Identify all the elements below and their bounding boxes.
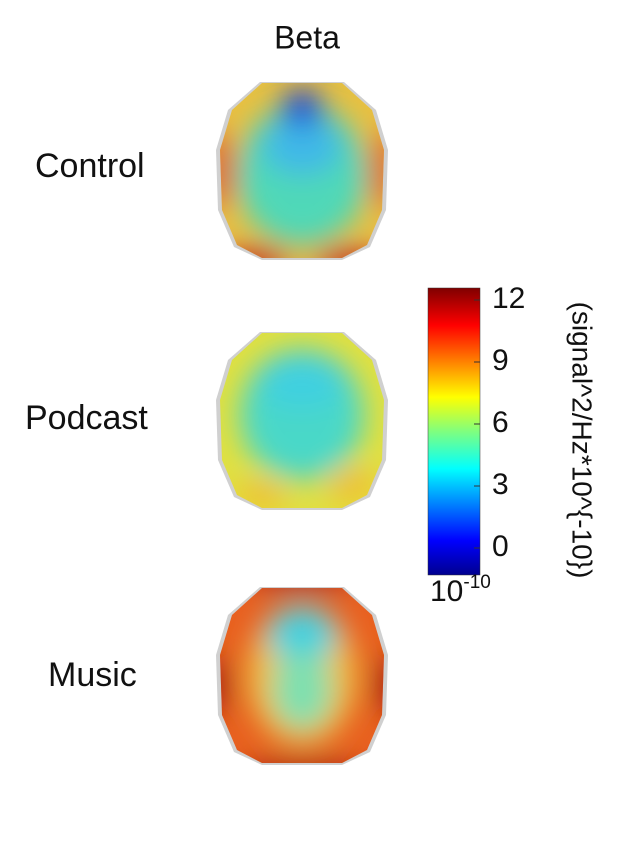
colorbar-tick-label: 0 <box>492 530 509 563</box>
colorbar-tick-label: 3 <box>492 468 509 501</box>
colorbar-multiplier: 10-10 <box>430 572 491 608</box>
topomap-music <box>216 587 388 765</box>
colorbar-tick-label: 6 <box>492 406 509 439</box>
topomap-podcast <box>216 332 388 510</box>
topomap-control <box>216 82 388 260</box>
multiplier-base: 10 <box>430 575 463 608</box>
condition-label: Podcast <box>25 399 148 437</box>
title: Beta <box>274 19 340 55</box>
colorbar-tick-label: 12 <box>492 282 525 315</box>
multiplier-exponent: -10 <box>463 572 490 593</box>
colorbar <box>427 287 481 576</box>
condition-label: Control <box>35 147 145 185</box>
colorbar-ticks: 0 3 6 9 12 <box>474 282 525 563</box>
colorbar-label: (signal^2/Hz*10^{-10}) <box>567 302 598 579</box>
colorbar-tick-label: 9 <box>492 344 509 377</box>
condition-label: Music <box>48 656 137 694</box>
